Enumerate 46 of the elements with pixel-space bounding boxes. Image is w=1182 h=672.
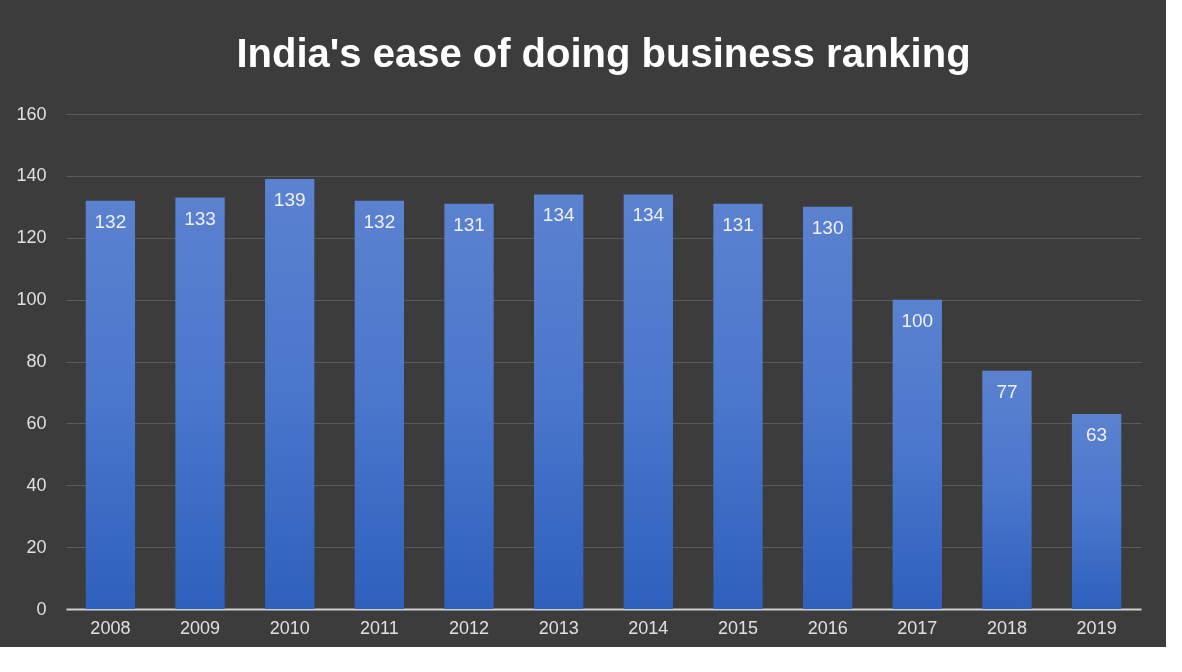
bar <box>354 200 405 609</box>
bar <box>982 370 1032 609</box>
x-tick-label: 2009 <box>180 617 221 638</box>
bar <box>534 194 584 609</box>
x-tick-label: 2008 <box>90 617 131 638</box>
data-label: 130 <box>811 216 844 238</box>
x-tick-label: 2015 <box>717 617 759 638</box>
data-label: 132 <box>363 210 396 232</box>
x-tick-label: 2017 <box>897 617 938 638</box>
y-tick-label: 20 <box>26 536 47 557</box>
bar <box>444 203 494 609</box>
bar <box>85 200 136 609</box>
data-label: 63 <box>1086 424 1108 446</box>
bar <box>892 299 942 609</box>
bar <box>713 203 763 609</box>
x-tick-label: 2013 <box>538 617 579 638</box>
bar <box>265 178 315 609</box>
y-tick-label: 80 <box>26 351 47 371</box>
data-label: 139 <box>273 188 306 210</box>
bar <box>802 206 853 609</box>
data-label: 100 <box>901 309 934 331</box>
x-tick-label: 2010 <box>269 617 310 638</box>
chart-title: India's ease of doing business ranking <box>236 31 971 75</box>
y-tick-label: 160 <box>16 103 47 124</box>
x-tick-label: 2011 <box>360 617 399 638</box>
bar <box>1071 414 1122 609</box>
x-tick-label: 2012 <box>448 617 490 638</box>
y-tick-label: 140 <box>16 165 47 186</box>
x-tick-label: 2016 <box>807 617 848 638</box>
x-tick-label: 2014 <box>628 617 669 638</box>
data-label: 131 <box>722 213 754 235</box>
y-tick-label: 0 <box>36 598 47 619</box>
bar <box>175 197 225 609</box>
data-label: 134 <box>632 204 665 226</box>
x-tick-label: 2019 <box>1076 617 1117 638</box>
x-tick-label: 2018 <box>986 617 1027 638</box>
y-tick-label: 40 <box>26 474 47 495</box>
bar <box>623 194 673 609</box>
y-tick-label: 100 <box>16 289 47 310</box>
data-label: 131 <box>453 213 485 235</box>
data-label: 77 <box>996 380 1018 402</box>
y-tick-label: 120 <box>16 227 47 248</box>
data-label: 134 <box>542 204 575 226</box>
data-label: 133 <box>184 207 216 229</box>
y-tick-label: 60 <box>26 412 47 433</box>
data-label: 132 <box>94 210 127 232</box>
